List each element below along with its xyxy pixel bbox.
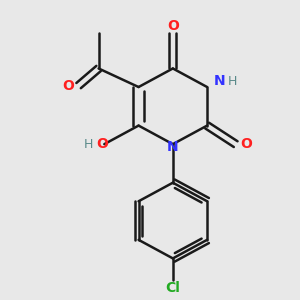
Text: H: H <box>84 138 93 151</box>
Text: O: O <box>62 79 74 93</box>
Text: O: O <box>241 137 253 151</box>
Text: H: H <box>228 75 238 88</box>
Text: N: N <box>214 74 226 88</box>
Text: N: N <box>167 140 179 154</box>
Text: O: O <box>96 137 108 151</box>
Text: Cl: Cl <box>165 281 180 296</box>
Text: O: O <box>167 20 179 34</box>
